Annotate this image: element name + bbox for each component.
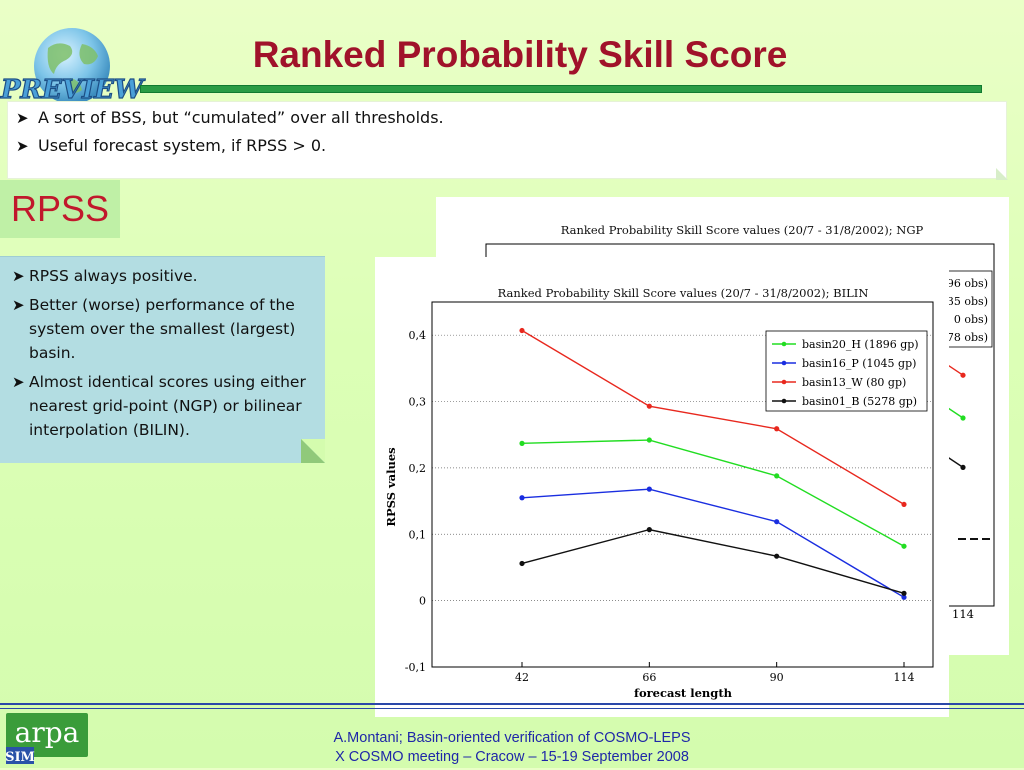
arpa-sim-logo: arpa SIM <box>2 711 92 766</box>
x-tick-label: 90 <box>770 671 784 684</box>
bilin-chart-panel: Ranked Probability Skill Score values (2… <box>375 257 949 717</box>
data-point <box>519 327 525 334</box>
ngp-data-point <box>960 372 966 378</box>
data-point <box>901 543 907 549</box>
data-point <box>901 594 907 600</box>
legend-marker <box>781 398 787 404</box>
y-tick-label: -0,1 <box>405 661 426 674</box>
data-point <box>519 560 525 567</box>
y-tick-label: 0,3 <box>409 396 427 409</box>
top-bullet-item: ➤ Useful forecast system, if RPSS > 0. <box>16 132 1006 160</box>
arrow-bullet-icon: ➤ <box>12 296 25 314</box>
top-bullet-text: Useful forecast system, if RPSS > 0. <box>38 136 327 155</box>
y-tick-label: 0,2 <box>409 462 427 475</box>
top-text-box: ➤ A sort of BSS, but “cumulated” over all… <box>8 102 1008 180</box>
data-point <box>774 473 780 479</box>
legend-label: basin16_P (1045 gp) <box>802 357 916 370</box>
legend-marker <box>781 360 787 366</box>
section-label: RPSS <box>0 180 120 238</box>
slide-title: Ranked Probability Skill Score <box>252 34 788 75</box>
page-curl-icon <box>996 168 1008 180</box>
data-point <box>646 437 652 443</box>
ngp-data-point <box>960 464 966 470</box>
side-bullet-text: Better (worse) performance of the system… <box>29 296 296 362</box>
series-line <box>521 488 905 598</box>
legend-label: basin13_W (80 gp) <box>802 376 906 389</box>
legend-marker <box>781 379 787 385</box>
legend-label: basin20_H (1896 gp) <box>802 338 919 351</box>
side-bullet-item: ➤ Better (worse) performance of the syste… <box>12 293 317 365</box>
side-text-box: ➤ RPSS always positive. ➤ Better (worse) p… <box>0 256 325 463</box>
arrow-bullet-icon: ➤ <box>16 137 29 155</box>
ngp-legend-fragment: 35 obs) <box>947 295 988 308</box>
footer-line-2: X COSMO meeting – Cracow – 15-19 Septemb… <box>335 749 689 765</box>
x-tick-label: 42 <box>515 671 529 684</box>
series-line <box>521 528 905 595</box>
footer-line-1: A.Montani; Basin-oriented verification o… <box>333 730 691 746</box>
bilin-chart: Ranked Probability Skill Score values (2… <box>384 286 934 700</box>
ngp-data-point <box>960 415 966 421</box>
y-tick-label: 0,4 <box>409 329 427 342</box>
x-tick-label: 66 <box>642 671 656 684</box>
bilin-legend: basin20_H (1896 gp) basin16_P (1045 gp) ba… <box>765 330 928 412</box>
data-point <box>646 403 652 409</box>
ngp-legend-fragment: 96 obs) <box>947 277 988 290</box>
arrow-bullet-icon: ➤ <box>12 267 25 285</box>
side-bullet-text: Almost identical scores using either nea… <box>29 373 306 439</box>
data-point <box>901 590 907 596</box>
arrow-bullet-icon: ➤ <box>12 373 25 391</box>
data-point <box>646 486 652 492</box>
side-bullet-text: RPSS always positive. <box>29 267 198 285</box>
side-bullet-item: ➤ Almost identical scores using either ne… <box>12 370 317 442</box>
data-point <box>519 440 525 446</box>
svg-text:arpa: arpa <box>15 716 80 749</box>
y-tick-label: 0 <box>419 595 426 608</box>
preview-logo: PREVIEW <box>0 26 150 110</box>
y-tick-label: 0,1 <box>409 528 427 541</box>
logo-text: PREVIEW <box>0 75 146 105</box>
footer-rule <box>0 703 1024 705</box>
footer-rule <box>0 708 1024 709</box>
data-point <box>519 495 525 501</box>
bilin-y-axis-label: RPSS values <box>384 447 398 526</box>
data-point <box>774 553 780 559</box>
data-point <box>774 426 780 432</box>
bilin-x-axis-label: forecast length <box>634 686 733 700</box>
page-curl-icon <box>301 439 325 463</box>
title-rule <box>140 85 982 93</box>
ngp-x-tick-label: 114 <box>952 607 974 621</box>
legend-marker <box>781 341 787 347</box>
data-point <box>646 527 652 533</box>
ngp-legend-fragment: 0 obs) <box>954 313 988 326</box>
bilin-plot-frame <box>431 301 934 668</box>
ngp-legend-fragment: 78 obs) <box>947 331 988 344</box>
data-point <box>774 519 780 525</box>
top-bullet-text: A sort of BSS, but “cumulated” over all … <box>38 108 444 127</box>
footer-text: A.Montani; Basin-oriented verification o… <box>240 729 784 767</box>
arrow-bullet-icon: ➤ <box>16 109 29 127</box>
bilin-chart-title: Ranked Probability Skill Score values (2… <box>498 286 869 300</box>
series-line <box>521 329 905 506</box>
legend-label: basin01_B (5278 gp) <box>802 395 917 408</box>
series-line <box>521 439 905 547</box>
ngp-chart-title: Ranked Probability Skill Score values (2… <box>561 223 924 237</box>
top-bullet-item: ➤ A sort of BSS, but “cumulated” over all… <box>16 104 1006 132</box>
svg-text:SIM: SIM <box>5 750 35 765</box>
data-point <box>901 501 907 508</box>
side-bullet-item: ➤ RPSS always positive. <box>12 264 317 288</box>
x-tick-label: 114 <box>894 671 915 684</box>
